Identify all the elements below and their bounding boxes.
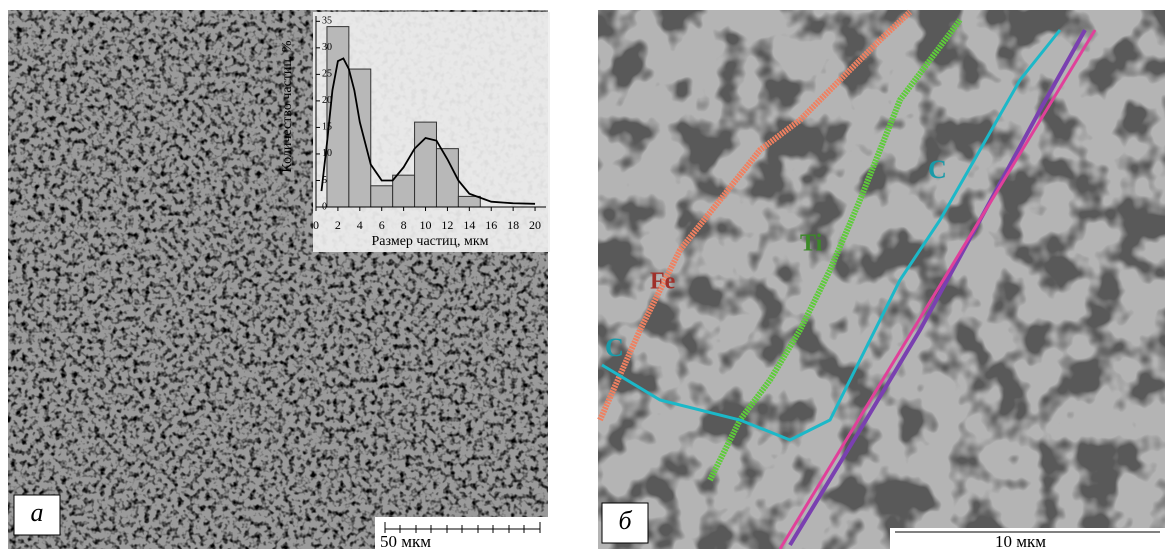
histogram-bar	[458, 196, 480, 207]
x-tick-label: 6	[379, 218, 385, 232]
scale-bar-label: 50 мкм	[380, 532, 431, 549]
y-tick-label: 5	[322, 175, 327, 186]
y-tick-label: 25	[322, 69, 332, 80]
histogram-bar	[349, 69, 371, 207]
element-label: Fe	[650, 269, 676, 295]
y-tick-label: 20	[322, 95, 332, 106]
panel-label: б	[618, 506, 632, 535]
x-tick-label: 0	[313, 218, 319, 232]
x-tick-label: 14	[463, 218, 475, 232]
histogram-bar	[393, 175, 415, 207]
element-label: Ti	[800, 231, 823, 257]
histogram-bar	[371, 186, 393, 207]
y-tick-label: 30	[322, 42, 332, 53]
histogram-bar	[415, 122, 437, 207]
panel-label: а	[31, 498, 44, 527]
x-tick-label: 20	[529, 218, 541, 232]
y-axis-label: Количество частиц, %	[280, 40, 295, 172]
x-axis-label: Размер частиц, мкм	[372, 234, 489, 249]
x-tick-label: 12	[441, 218, 453, 232]
x-tick-label: 18	[507, 218, 519, 232]
x-tick-label: 8	[401, 218, 407, 232]
scale-bar-label: 10 мкм	[995, 532, 1046, 549]
element-label: C	[928, 155, 947, 184]
y-tick-label: 35	[322, 16, 332, 27]
x-tick-label: 10	[420, 218, 432, 232]
page: {"chart_data": {"type": "histogram", "bi…	[0, 0, 1172, 549]
element-label: C	[605, 333, 624, 362]
y-tick-label: 15	[322, 122, 332, 133]
histogram-bar	[436, 149, 458, 207]
y-tick-label: 10	[322, 148, 332, 159]
x-tick-label: 16	[485, 218, 497, 232]
y-tick-label: 0	[322, 201, 327, 212]
x-tick-label: 2	[335, 218, 341, 232]
figure: а 50 мкм Fe Ti C C б 10 мкм 051015202530…	[0, 0, 1172, 549]
sem-texture	[598, 10, 1165, 549]
x-tick-label: 4	[357, 218, 363, 232]
